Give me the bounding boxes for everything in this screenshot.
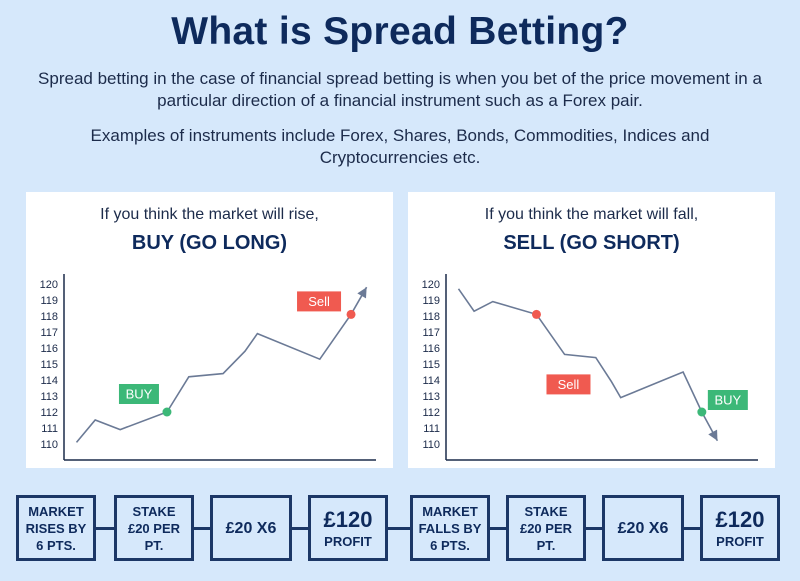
flow-profit-left: £120 PROFIT <box>308 495 388 561</box>
flow-text: 6 PTS. <box>430 537 470 553</box>
y-tick-label: 114 <box>40 375 58 387</box>
y-tick-label: 112 <box>40 407 58 419</box>
flow-profit-right: £120 PROFIT <box>700 495 780 561</box>
arrow-head <box>708 429 718 441</box>
buy-point <box>697 407 707 417</box>
flow-connector <box>96 527 116 530</box>
y-tick-label: 114 <box>422 375 440 387</box>
intro-paragraph: Spread betting in the case of financial … <box>38 69 762 110</box>
profit-amount: £120 <box>323 506 373 532</box>
buy-label: BUY <box>126 387 153 402</box>
buy-label-box <box>707 390 748 410</box>
profit-amount: £120 <box>715 506 765 532</box>
y-tick-label: 110 <box>422 439 440 451</box>
panel-sell: If you think the market will fall, SELL … <box>408 192 775 468</box>
panel-buy-heading: BUY (GO LONG) <box>131 232 288 254</box>
panel-buy-lead: If you think the market will rise, <box>100 206 319 223</box>
panel-buy: If you think the market will rise, BUY (… <box>26 192 393 468</box>
price-line <box>75 286 368 443</box>
profit-label: PROFIT <box>324 533 372 549</box>
flow-text: £20 PER <box>127 520 181 536</box>
y-tick-label: 113 <box>422 391 440 403</box>
flow-connector <box>488 527 508 530</box>
flow-text: £20 X6 <box>225 519 277 537</box>
buy-label: BUY <box>714 393 741 408</box>
y-tick-label: 115 <box>40 359 58 371</box>
flow-market-falls: MARKET FALLS BY 6 PTS. <box>410 495 490 561</box>
chart-sell: 120 119 118 117 116 115 114 113 112 111 110 Sell BUY <box>422 274 758 461</box>
y-tick-label: 119 <box>40 295 58 307</box>
examples-paragraph: Examples of instruments include Forex, S… <box>90 126 710 167</box>
y-tick-label: 120 <box>422 279 440 291</box>
flow-multiply-left: £20 X6 <box>210 495 292 561</box>
flow-connector <box>386 527 412 530</box>
y-tick-label: 112 <box>422 407 440 419</box>
flow-text: STAKE <box>524 503 568 519</box>
sell-point <box>531 309 541 319</box>
flow-text: £20 X6 <box>617 519 669 537</box>
sell-label: Sell <box>308 294 330 309</box>
flow-text: 6 PTS. <box>36 537 76 553</box>
flow-connector <box>192 527 212 530</box>
y-tick-label: 117 <box>422 327 440 339</box>
page-title: What is Spread Betting? <box>171 10 629 53</box>
y-tick-label: 118 <box>422 311 440 323</box>
panel-sell-heading: SELL (GO SHORT) <box>503 232 680 254</box>
y-tick-label: 117 <box>40 327 58 339</box>
flow-text: MARKET <box>28 503 84 519</box>
y-tick-label: 119 <box>422 295 440 307</box>
flow-stake-right: STAKE £20 PER PT. <box>506 495 586 561</box>
flow-multiply-right: £20 X6 <box>602 495 684 561</box>
chart-buy: 120 119 118 117 116 115 114 113 112 111 110 BUY Sell <box>40 274 376 461</box>
flow-connector <box>682 527 702 530</box>
flow-market-rises: MARKET RISES BY 6 PTS. <box>16 495 96 561</box>
buy-point <box>162 407 172 417</box>
y-tick-label: 110 <box>40 439 58 451</box>
flow-text: PT. <box>144 537 164 553</box>
buy-label-box <box>118 384 159 404</box>
flow-connector <box>584 527 604 530</box>
flow-stake-left: STAKE £20 PER PT. <box>114 495 194 561</box>
flow-text: RISES BY <box>25 520 87 536</box>
y-tick-label: 115 <box>422 359 440 371</box>
flow-text: PT. <box>536 537 556 553</box>
flow-connector <box>290 527 310 530</box>
flow-text: MARKET <box>422 503 478 519</box>
flow-text: FALLS BY <box>418 520 482 536</box>
sell-point <box>346 309 356 319</box>
y-tick-label: 116 <box>40 343 58 355</box>
arrow-head <box>357 287 367 299</box>
sell-label: Sell <box>558 377 580 392</box>
y-tick-label: 120 <box>40 279 58 291</box>
panel-sell-lead: If you think the market will fall, <box>484 206 699 223</box>
y-tick-label: 111 <box>41 423 58 435</box>
flow-text: £20 PER <box>519 520 573 536</box>
sell-label-box <box>297 291 342 312</box>
sell-label-box <box>546 374 591 395</box>
example-flow: MARKET RISES BY 6 PTS. STAKE £20 PER PT.… <box>0 495 800 565</box>
flow-text: STAKE <box>132 503 176 519</box>
profit-label: PROFIT <box>716 533 764 549</box>
y-tick-label: 113 <box>40 391 58 403</box>
y-tick-label: 118 <box>40 311 58 323</box>
price-line <box>457 288 719 442</box>
y-tick-label: 111 <box>423 423 440 435</box>
y-tick-label: 116 <box>422 343 440 355</box>
